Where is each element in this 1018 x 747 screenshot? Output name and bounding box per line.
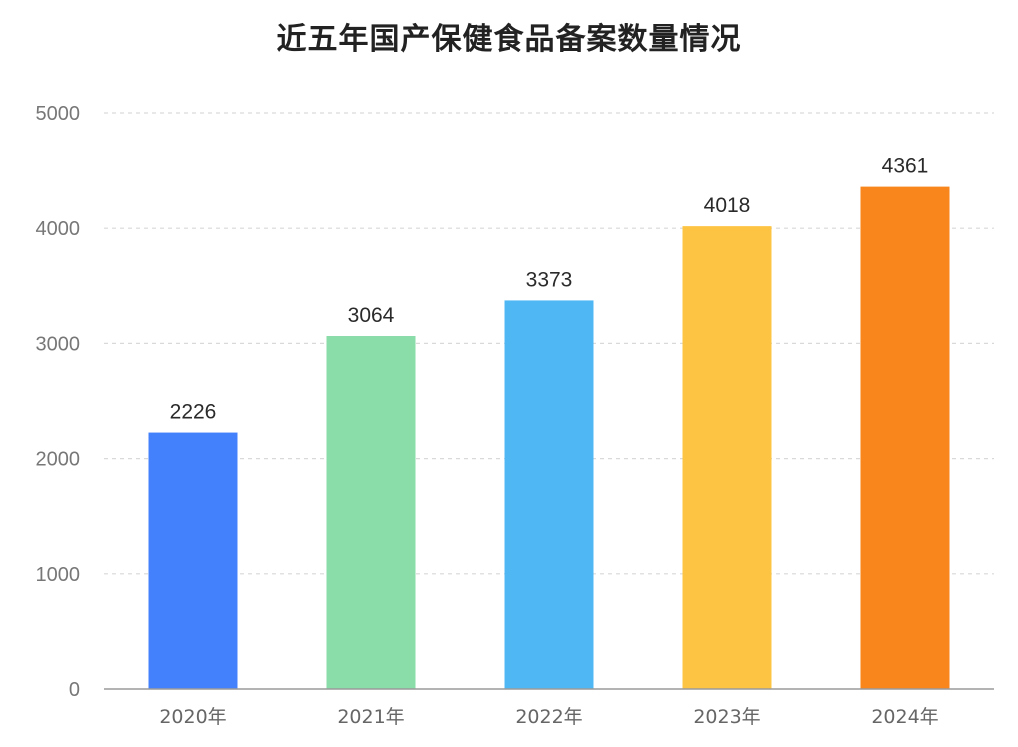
data-labels: 2226 3064 3373 4018 4361 bbox=[170, 155, 929, 424]
bar-2021年 bbox=[326, 336, 416, 689]
bars bbox=[148, 186, 950, 689]
x-tick-label: 2022年 bbox=[515, 706, 582, 728]
y-tick-label: 3000 bbox=[36, 333, 81, 355]
y-tick-label: 0 bbox=[69, 679, 80, 701]
x-axis-ticks: 2020年 2021年 2022年 2023年 2024年 bbox=[159, 706, 938, 728]
data-label: 3064 bbox=[348, 304, 395, 327]
x-tick-label: 2021年 bbox=[337, 706, 404, 728]
y-tick-label: 2000 bbox=[36, 449, 81, 471]
y-tick-label: 1000 bbox=[36, 564, 81, 586]
data-label: 4361 bbox=[882, 155, 929, 178]
bar-2022年 bbox=[504, 300, 594, 689]
x-tick-label: 2024年 bbox=[871, 706, 938, 728]
x-tick-label: 2020年 bbox=[159, 706, 226, 728]
y-tick-label: 5000 bbox=[36, 103, 81, 125]
bar-2024年 bbox=[860, 186, 950, 689]
bar-2020年 bbox=[148, 432, 238, 689]
y-axis-ticks: 0 1000 2000 3000 4000 5000 bbox=[36, 103, 81, 701]
data-label: 3373 bbox=[526, 268, 573, 291]
data-label: 2226 bbox=[170, 401, 217, 424]
y-tick-label: 4000 bbox=[36, 218, 81, 240]
data-label: 4018 bbox=[704, 194, 751, 217]
x-tick-label: 2023年 bbox=[693, 706, 760, 728]
bar-2023年 bbox=[682, 226, 772, 689]
chart-title: 近五年国产保健食品备案数量情况 bbox=[276, 22, 742, 57]
